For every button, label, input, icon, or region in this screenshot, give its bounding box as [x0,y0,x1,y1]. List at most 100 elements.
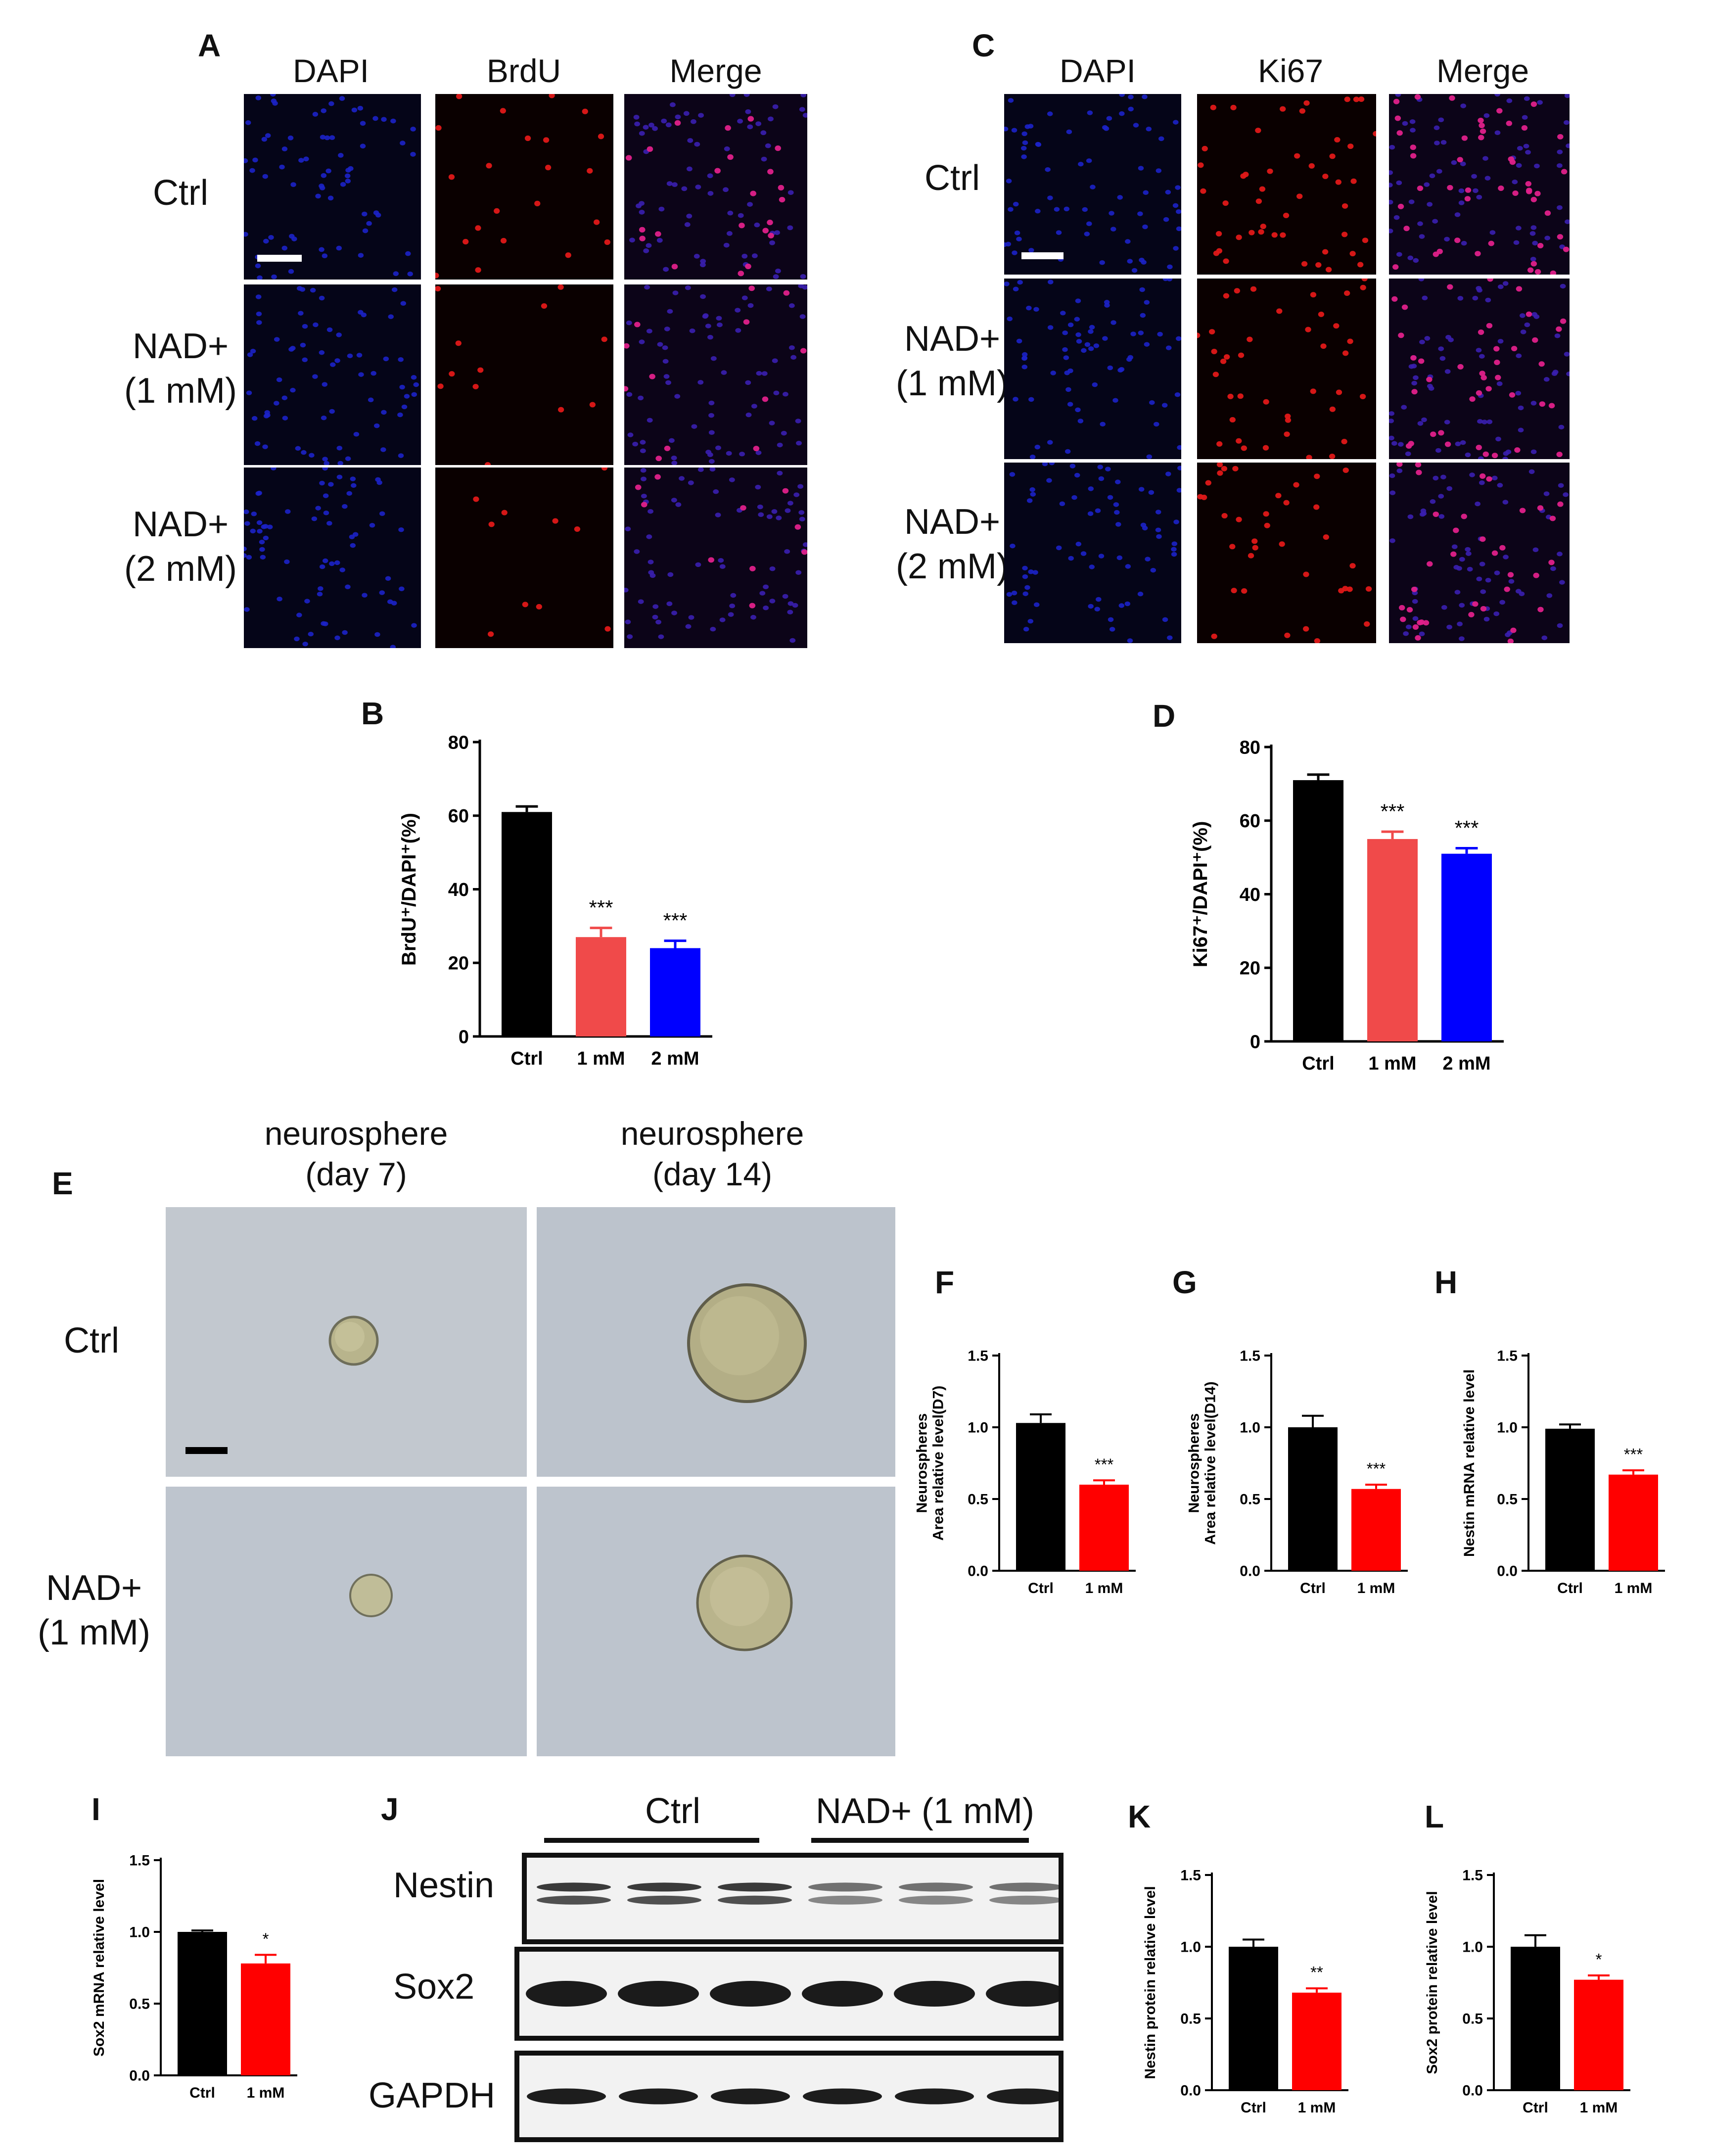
panel-label-b: B [361,696,384,731]
band [989,1882,1059,1892]
group-label-nad: NAD+ (1 mM) [815,1791,1035,1831]
x-tick-label: 1 mM [1357,1580,1395,1596]
bar [1351,1489,1401,1571]
y-tick-label: 1.5 [1180,1868,1201,1884]
y-axis-label: BrdU⁺/DAPI⁺(%) [398,813,420,966]
x-tick-label: Ctrl [189,2085,215,2101]
y-tick-label: 80 [1240,737,1260,758]
micrograph-merge-row3 [1389,463,1570,643]
y-tick-label: 0.0 [968,1563,988,1580]
x-tick-label: Ctrl [1241,2100,1266,2116]
x-tick-label: 1 mM [247,2085,285,2101]
band-label-sox2: Sox2 [393,1967,475,2007]
micrograph-red-row2 [435,284,613,465]
x-tick-label: 2 mM [651,1048,699,1069]
chart-d-svg: 0 20 40 60 80 Ctrl *** 1 mM *** 2 mM Ki67⁺/DAPI⁺(%… [1190,737,1504,1074]
row-label-ctrl-e: Ctrl [64,1321,119,1360]
bar [1229,1947,1278,2090]
chart-k: 0.0 0.5 1.0 1.5 Ctrl ** 1 mM Nestin protein rel… [1133,1855,1380,2132]
band [718,1895,792,1905]
blot-nestin [522,1853,1064,1944]
y-tick-label: 1.0 [1180,1939,1201,1956]
band [989,1895,1059,1905]
y-axis-label: Sox2 protein relative level [1424,1891,1440,2074]
significance-label: *** [1367,1459,1386,1478]
row-label-nad-e: NAD+ (1 mM) [38,1568,150,1652]
row-label-ctrl-c: Ctrl [925,158,980,198]
y-tick-label: 0.5 [129,1996,150,2013]
micrograph-dapi-row3 [244,468,421,648]
col-head-dapi-c: DAPI [1059,52,1136,89]
x-tick-label: Ctrl [1302,1053,1334,1074]
row-label-nad2-a: NAD+ (2 mM) [124,505,237,589]
x-tick-label: 1 mM [577,1048,625,1069]
x-tick-label: 1 mM [1085,1580,1123,1596]
chart-f-svg: 0.0 0.5 1.0 1.5 Ctrl *** 1 mM NeurospheresArea … [914,1348,1136,1596]
y-tick-label: 1.0 [1240,1420,1260,1436]
y-axis-label: Nestin mRNA relative level [1461,1369,1478,1557]
significance-label: *** [1455,816,1479,840]
bar [1016,1423,1065,1571]
y-tick-label: 40 [448,880,469,900]
y-axis-label: NeurospheresArea relative level(D14) [1186,1381,1219,1545]
micrograph-dapi-row1 [1004,94,1181,275]
significance-label: *** [1095,1455,1114,1473]
band [627,1895,701,1905]
bar [1441,853,1492,1041]
y-tick-label: 0.0 [1462,2083,1483,2099]
x-tick-label: 1 mM [1298,2100,1336,2116]
y-tick-label: 1.0 [129,1924,150,1941]
band [894,1981,975,2007]
y-tick-label: 1.5 [129,1853,150,1869]
y-tick-label: 60 [1240,811,1260,832]
band [627,1882,701,1892]
chart-k-svg: 0.0 0.5 1.0 1.5 Ctrl ** 1 mM Nestin protein rel… [1142,1868,1348,2116]
micrograph-dapi-row3 [1004,463,1181,643]
chart-g-svg: 0.0 0.5 1.0 1.5 Ctrl *** 1 mM NeurospheresArea … [1186,1348,1408,1596]
x-tick-label: Ctrl [1300,1580,1326,1596]
x-tick-label: 1 mM [1615,1580,1653,1596]
y-tick-label: 1.5 [1497,1348,1518,1364]
y-tick-label: 1.5 [1240,1348,1260,1364]
y-axis-label: Sox2 mRNA relative level [91,1879,107,2057]
col-head-brdu: BrdU [486,52,561,89]
band [526,1981,607,2007]
chart-i-svg: 0.0 0.5 1.0 1.5 Ctrl * 1 mM Sox2 mRNA relative … [91,1853,297,2101]
y-tick-label: 0.0 [1180,2083,1201,2099]
bar [502,812,552,1036]
y-tick-label: 0.0 [1240,1563,1260,1580]
significance-label: *** [663,909,688,932]
y-tick-label: 1.5 [968,1348,988,1364]
panel-label-e: E [52,1166,73,1201]
x-tick-label: Ctrl [510,1048,543,1069]
bar [1511,1947,1560,2090]
y-tick-label: 20 [448,953,469,974]
chart-g: 0.0 0.5 1.0 1.5 Ctrl *** 1 mM NeurospheresArea … [1186,1336,1420,1613]
y-tick-label: 1.5 [1462,1868,1483,1884]
panel-label-a: A [198,28,221,63]
band-label-nestin: Nestin [393,1866,495,1905]
bar [1367,839,1418,1041]
band [808,1895,882,1905]
neurosphere-ctrl-day7 [166,1207,527,1477]
band [711,2088,790,2105]
y-tick-label: 60 [448,806,469,827]
y-tick-label: 20 [1240,958,1260,979]
micrograph-red-row1 [435,94,613,280]
col-head-merge-a: Merge [669,52,762,89]
bar [576,937,626,1036]
scale-bar-e [185,1447,228,1454]
micrograph-red-row1 [1197,94,1376,275]
panel-label-c: C [972,28,995,63]
micrograph-merge-row1 [624,94,807,280]
band [808,1882,882,1892]
bar [650,948,700,1036]
chart-h-svg: 0.0 0.5 1.0 1.5 Ctrl *** 1 mM Nestin mRNA relat… [1461,1348,1665,1596]
bar [1288,1427,1338,1571]
y-tick-label: 1.0 [1462,1939,1483,1956]
micrograph-red-row2 [1197,279,1376,459]
y-axis-label: Nestin protein relative level [1142,1886,1158,2079]
scale-bar-a [257,255,302,262]
chart-b-svg: 0 20 40 60 80 Ctrl *** 1 mM *** 2 mM BrdU⁺/DAPI⁺(%… [398,732,712,1069]
group-bar-nad [811,1838,1029,1843]
